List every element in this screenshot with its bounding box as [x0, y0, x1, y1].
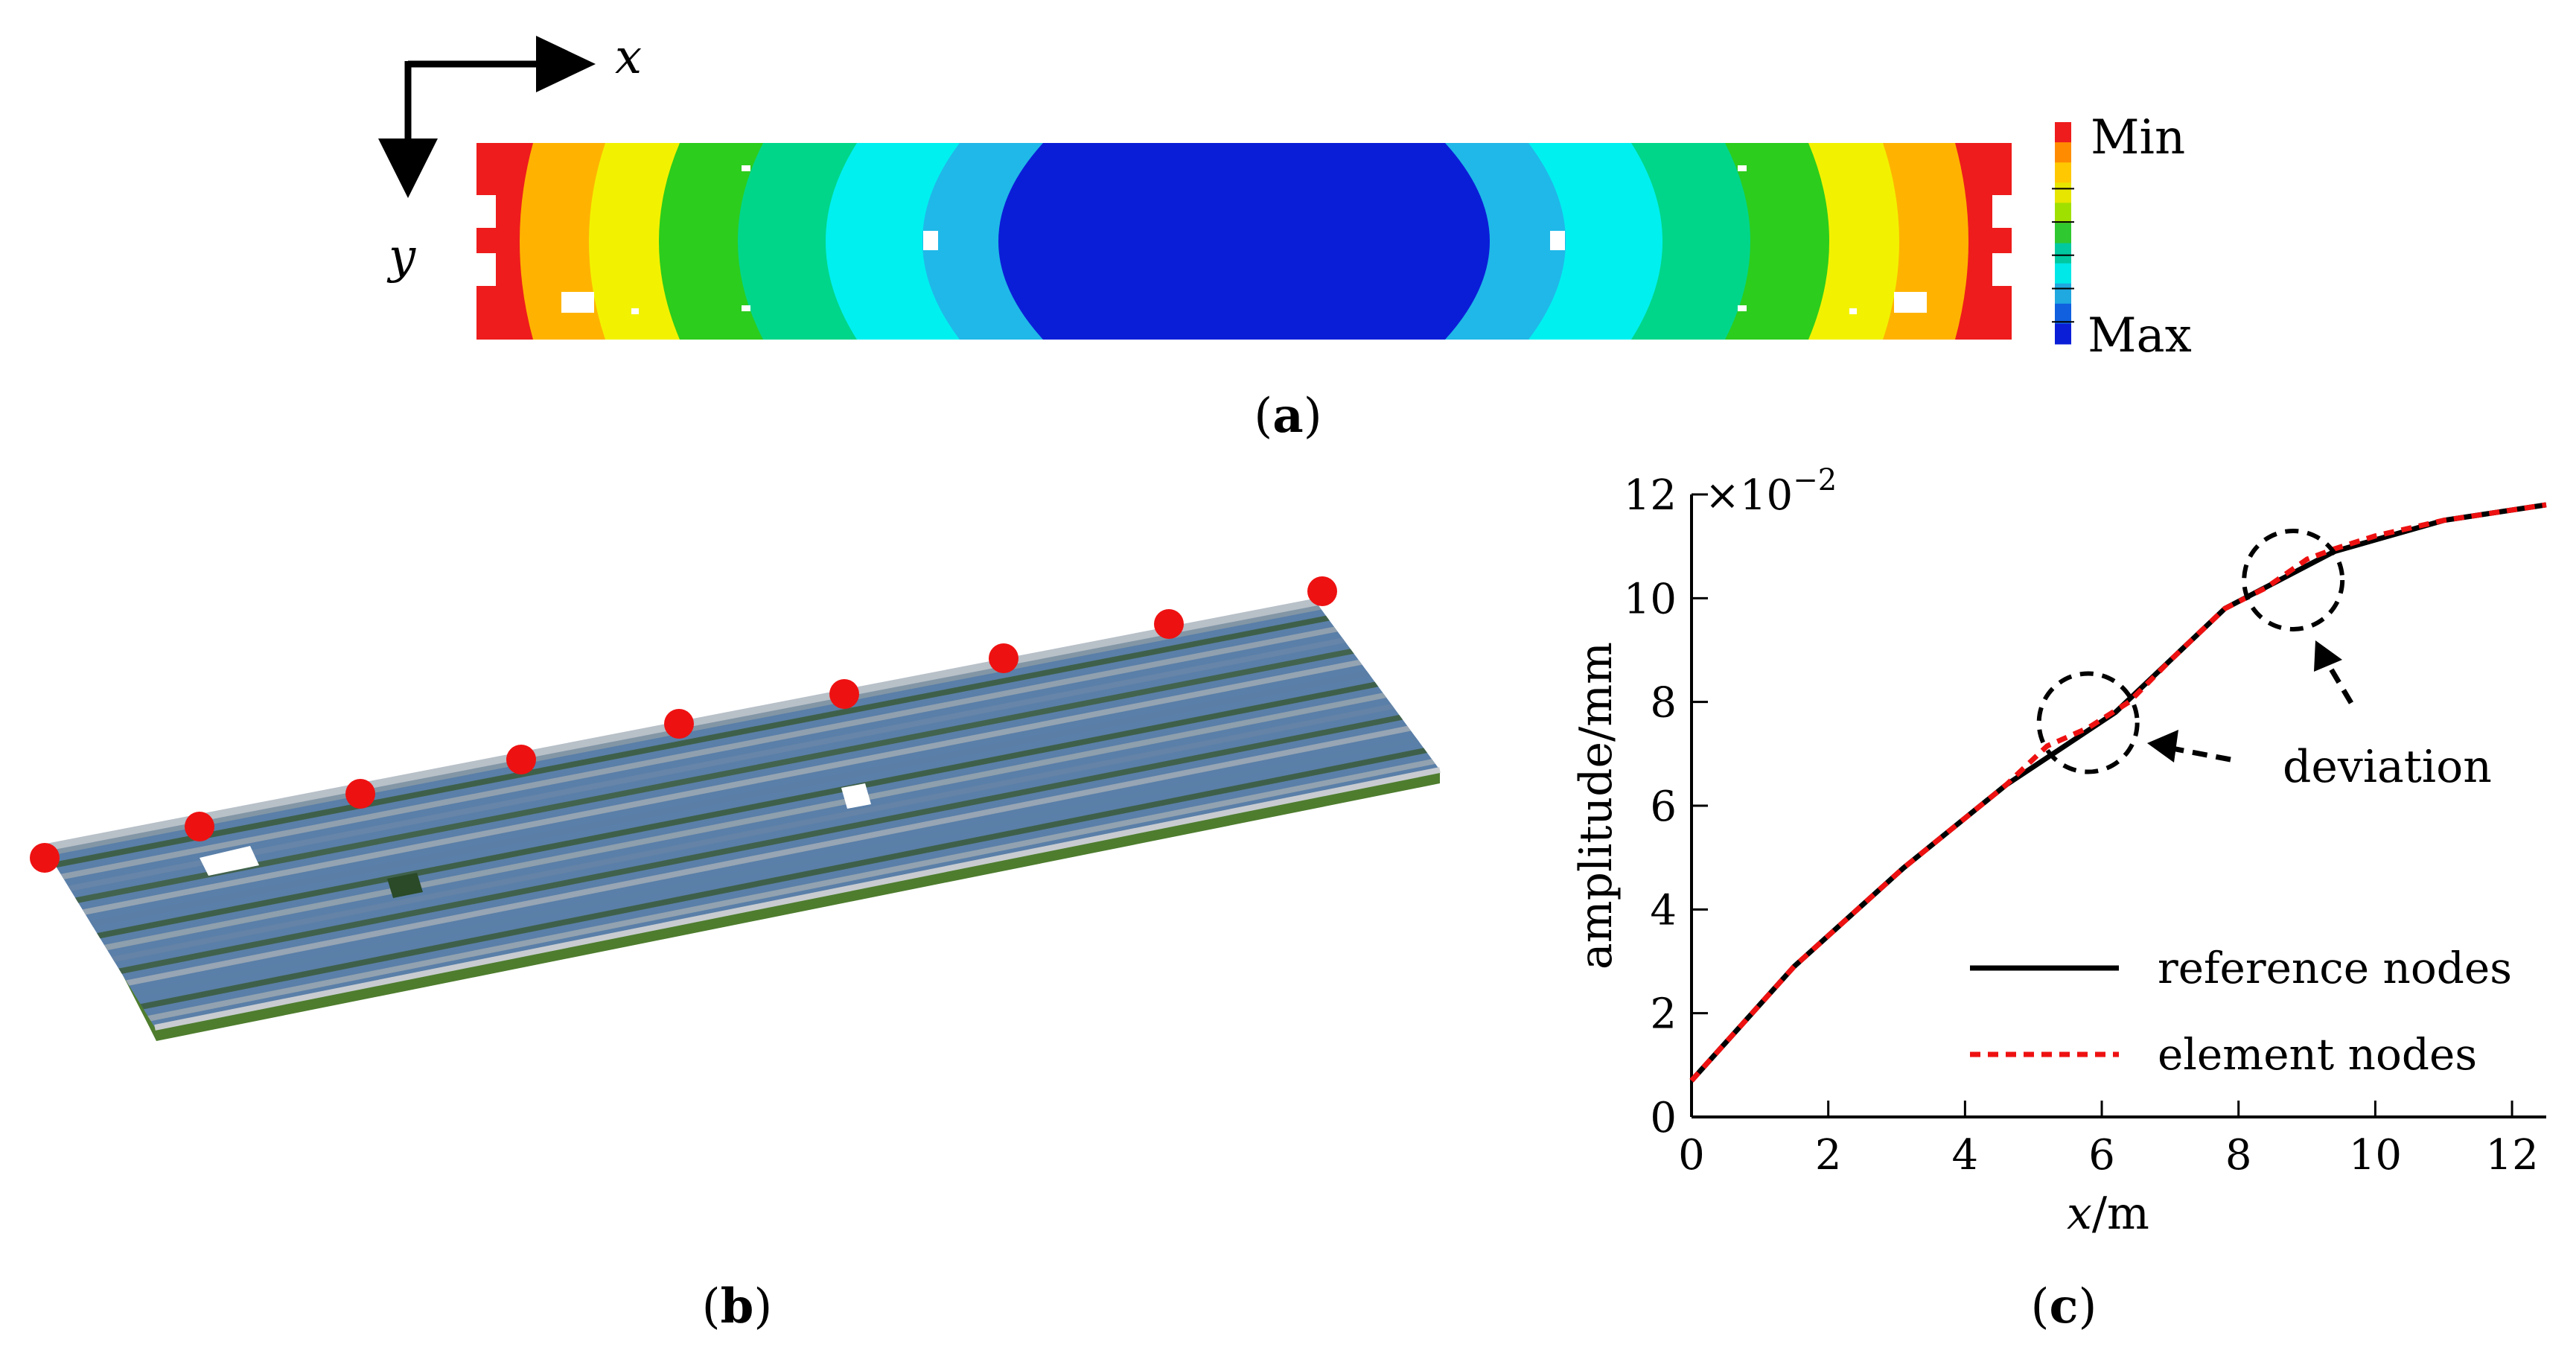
deck-girder	[111, 704, 1395, 962]
x-axis-label: x/m	[2067, 1188, 2149, 1240]
colorbar-cell	[2055, 162, 2071, 183]
series-line-element-nodes	[1689, 502, 2547, 1083]
panel-a: x y Min Max (a)	[378, 30, 2192, 444]
colorbar-cell	[2055, 203, 2071, 223]
colorbar-cell	[2055, 263, 2071, 284]
deck-girder	[74, 649, 1354, 903]
axis-y-label: y	[386, 229, 416, 284]
y-tick-label: 12	[1624, 471, 1677, 520]
colorbar-cell	[2055, 182, 2071, 203]
panel-b-caption: (b)	[702, 1279, 773, 1334]
x-tick-label: 10	[2349, 1131, 2402, 1180]
y-tick-label: 4	[1650, 886, 1677, 935]
colorbar-cell	[2055, 283, 2071, 305]
deck-girder	[82, 660, 1362, 915]
measurement-point-marker	[185, 812, 214, 841]
legend: reference nodes element nodes	[1970, 943, 2512, 1080]
amplitude-chart: 0 2 4 6 8 10 12 0 2 4 6 8 10 12 ×10−2 amplitude/mm x/m de…	[1570, 463, 2547, 1240]
measurement-point-marker	[1307, 576, 1337, 606]
y-tick-label: 6	[1650, 783, 1677, 831]
colorbar-max-label: Max	[2088, 308, 2192, 363]
deck-girder	[68, 637, 1346, 891]
measurement-point-marker	[345, 779, 375, 809]
colorbar-cell	[2055, 323, 2071, 345]
colorbar-min-label: Min	[2091, 110, 2185, 165]
coordinate-axes-icon: x y	[378, 30, 642, 284]
colorbar-cell	[2055, 142, 2071, 163]
deck-girder	[89, 670, 1371, 927]
x-tick-label: 0	[1678, 1131, 1705, 1180]
deviation-annotation: deviation	[2283, 741, 2492, 793]
measurement-point-marker	[989, 643, 1018, 673]
deck-girder	[60, 626, 1338, 879]
contour-band	[998, 143, 1490, 340]
y-tick-label: 0	[1650, 1094, 1677, 1142]
legend-label: element nodes	[2158, 1029, 2477, 1080]
x-tick-label: 4	[1952, 1131, 1979, 1180]
panel-a-caption: (a)	[1254, 388, 1322, 444]
colorbar-cell	[2055, 303, 2071, 325]
axis-x-label: x	[615, 30, 642, 85]
measurement-point-marker	[506, 745, 536, 774]
legend-label: reference nodes	[2158, 943, 2512, 993]
y-tick-label: 2	[1650, 990, 1677, 1039]
panel-b: (b)	[30, 576, 1441, 1334]
colorbar-cell	[2055, 243, 2071, 264]
deviation-circle	[2242, 528, 2345, 631]
measurement-point-marker	[1154, 609, 1184, 639]
deck-girder	[53, 615, 1330, 868]
measurement-point-marker	[829, 679, 859, 709]
y-tick-label: 10	[1624, 575, 1677, 623]
y-multiplier-label: ×10−2	[1705, 463, 1837, 520]
colorbar: Min Max	[2052, 110, 2192, 363]
deck-girder	[140, 748, 1428, 1010]
measurement-points	[30, 576, 1337, 873]
bridge-deck-model	[45, 598, 1441, 1041]
colorbar-cell	[2055, 223, 2071, 244]
panel-c: 0 2 4 6 8 10 12 0 2 4 6 8 10 12 ×10−2 amplitude/mm x/m de…	[1570, 463, 2547, 1334]
colorbar-cell	[2055, 122, 2071, 143]
deck-girder	[133, 736, 1420, 998]
y-axis-label: amplitude/mm	[1570, 642, 1622, 970]
x-tick-label: 8	[2225, 1131, 2252, 1180]
deviation-arrow	[2167, 745, 2231, 763]
x-tick-label: 2	[1815, 1131, 1842, 1180]
x-tick-label: 6	[2088, 1131, 2115, 1180]
deck-girder	[103, 693, 1387, 951]
deviation-circle	[2036, 671, 2140, 774]
deck-girder	[126, 725, 1412, 986]
panel-c-caption: (c)	[2031, 1279, 2097, 1334]
measurement-point-marker	[30, 843, 60, 873]
y-tick-label: 8	[1650, 679, 1677, 728]
displacement-contour-plot	[476, 143, 2012, 340]
deviation-arrow	[2324, 661, 2354, 704]
x-tick-label: 12	[2485, 1131, 2538, 1180]
deck-girder	[147, 759, 1435, 1022]
deck-girder	[118, 715, 1403, 974]
measurement-point-marker	[664, 709, 694, 739]
